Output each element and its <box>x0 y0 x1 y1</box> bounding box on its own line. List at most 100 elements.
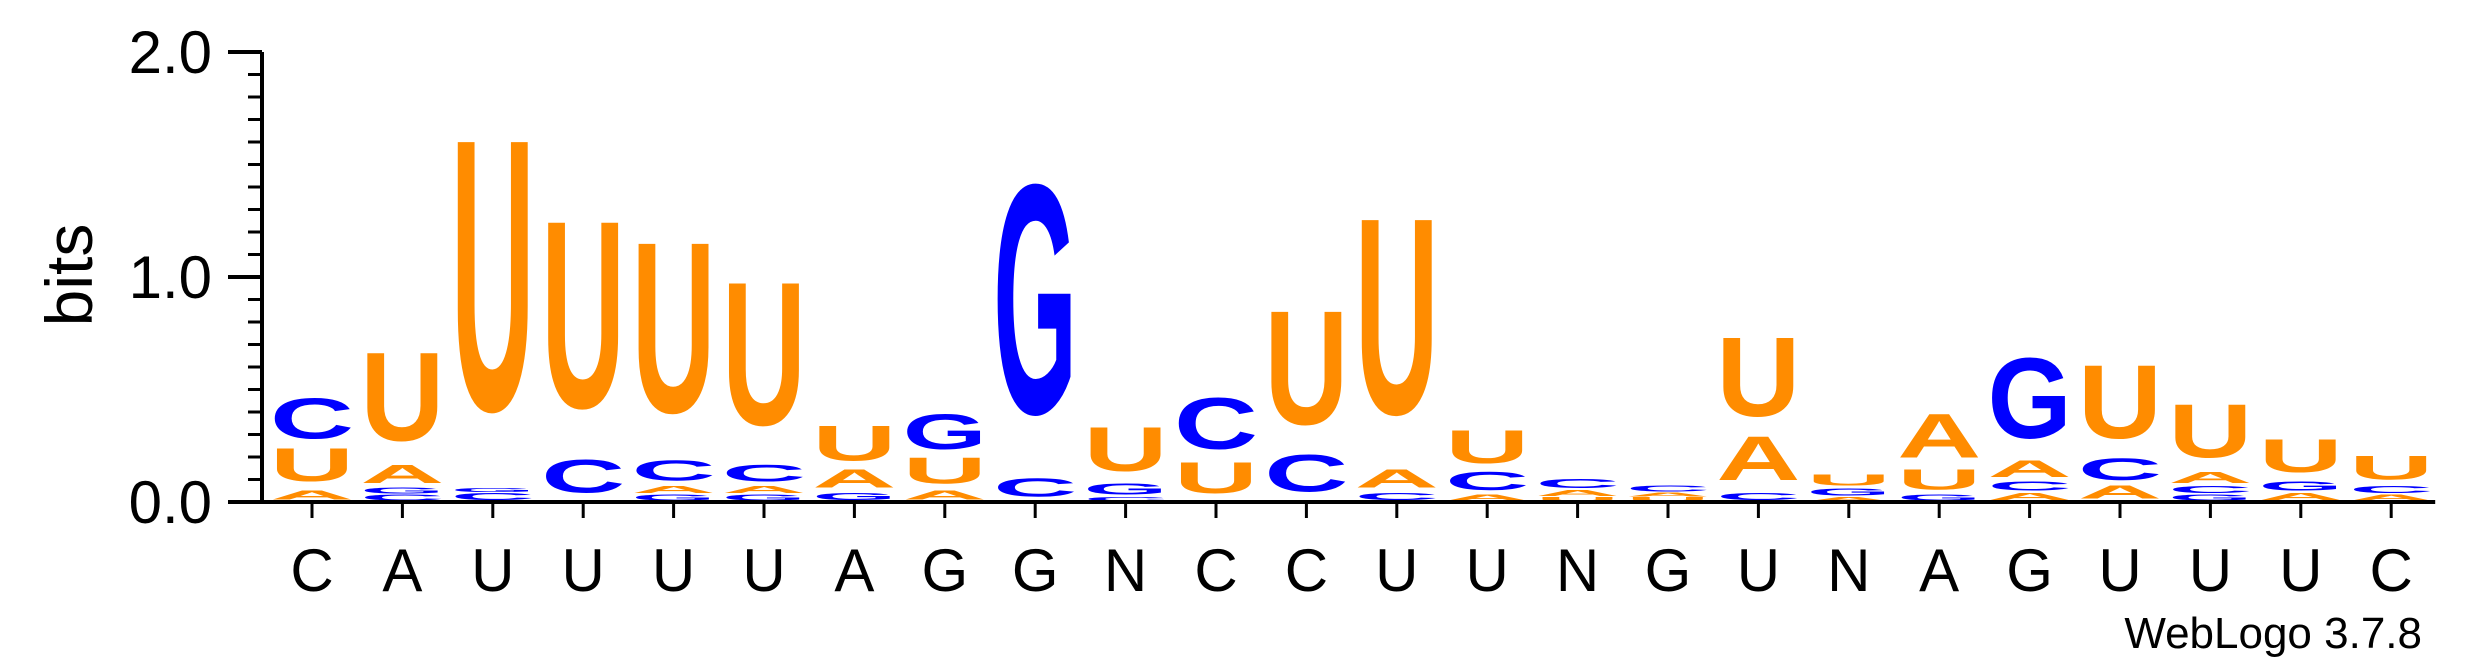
weblogo-credit: WebLogo 3.7.8 <box>2124 609 2422 658</box>
x-tick-label: U <box>2098 537 2141 604</box>
x-tick-label: C <box>2370 537 2413 604</box>
logo-letter-U-pos-24: U <box>2349 449 2433 487</box>
logo-letter-U-pos-6: U <box>722 240 806 469</box>
logo-letter-C-pos-12: C <box>1264 444 1348 503</box>
x-tick-label: N <box>1104 537 1147 604</box>
logo-letter-C-pos-20: C <box>1988 478 2072 493</box>
logo-letter-U-pos-8: U <box>903 450 987 491</box>
logo-letter-U-pos-14: U <box>1445 421 1529 474</box>
logo-letter-U-pos-15: U <box>1536 496 1620 502</box>
x-tick-label: U <box>562 537 605 604</box>
logo-letter-A-pos-20: A <box>1988 456 2072 482</box>
logo-letter-U-pos-10: U <box>1084 414 1168 485</box>
x-tick-label: G <box>1645 537 1692 604</box>
logo-letter-A-pos-22: A <box>2168 469 2252 487</box>
x-tick-label: G <box>1012 537 1059 604</box>
logo-letter-U-pos-2: U <box>360 326 444 467</box>
logo-letter-G-pos-6: G <box>722 493 806 502</box>
logo-letter-G-pos-5: G <box>632 493 716 502</box>
logo-letter-U-pos-22: U <box>2168 388 2252 473</box>
logo-letter-G-pos-19: G <box>1897 493 1981 502</box>
logo-letter-A-pos-18: A <box>1807 496 1891 502</box>
logo-letter-C-pos-21: C <box>2078 452 2162 487</box>
y-tick-label: 0.0 <box>129 469 212 536</box>
logo-letter-U-pos-18: U <box>1807 471 1891 489</box>
logo-letter-C-pos-10: C <box>1084 496 1168 502</box>
logo-letter-G-pos-9: G <box>993 116 1077 483</box>
logo-letter-A-pos-17: A <box>1716 423 1800 494</box>
logo-letter-G-pos-20: G <box>1988 334 2072 463</box>
logo-letter-A-pos-15: A <box>1536 489 1620 498</box>
logo-letter-C-pos-9: C <box>993 473 1077 502</box>
logo-letter-C-pos-16: C <box>1626 484 1710 493</box>
logo-letter-U-pos-1: U <box>270 439 354 492</box>
x-tick-label: U <box>652 537 695 604</box>
logo-letter-U-pos-7: U <box>812 415 896 471</box>
logo-letter-C-pos-2: C <box>360 493 444 502</box>
logo-letter-C-pos-3: C <box>451 490 535 502</box>
logo-letter-U-pos-3: U <box>451 57 535 492</box>
logo-letter-A-pos-14: A <box>1445 493 1529 502</box>
logo-letter-U-pos-16: U <box>1626 496 1710 502</box>
x-tick-label: U <box>1737 537 1780 604</box>
logo-letter-C-pos-13: C <box>1355 490 1439 502</box>
logo-letter-C-pos-22: C <box>2168 484 2252 496</box>
y-axis-label: bits <box>32 224 106 327</box>
x-tick-label: U <box>1375 537 1418 604</box>
logo-letter-C-pos-1: C <box>270 387 354 451</box>
logo-letter-A-pos-2: A <box>360 459 444 488</box>
x-tick-label: N <box>1827 537 1870 604</box>
x-tick-label: U <box>471 537 514 604</box>
x-tick-label: A <box>382 537 422 604</box>
logo-letter-C-pos-6: C <box>722 460 806 486</box>
x-tick-label: G <box>921 537 968 604</box>
logo-letter-A-pos-6: A <box>722 484 806 496</box>
logo-letter-U-pos-21: U <box>2078 344 2162 461</box>
x-tick-label: U <box>1466 537 1509 604</box>
logo-letter-C-pos-14: C <box>1445 466 1529 495</box>
logo-letter-A-pos-8: A <box>903 487 987 502</box>
logo-letter-A-pos-24: A <box>2349 493 2433 502</box>
logo-letter-C-pos-4: C <box>541 450 625 503</box>
logo-letter-U-pos-13: U <box>1355 159 1439 474</box>
logo-letter-C-pos-15: C <box>1536 476 1620 491</box>
logo-letter-C-pos-11: C <box>1174 382 1258 464</box>
x-tick-label: C <box>1194 537 1237 604</box>
logo-letter-G-pos-18: G <box>1807 486 1891 498</box>
x-tick-label: N <box>1556 537 1599 604</box>
logo-letter-A-pos-5: A <box>632 484 716 496</box>
logo-letter-G-pos-22: G <box>2168 493 2252 502</box>
y-tick-label: 2.0 <box>129 19 212 86</box>
x-tick-label: A <box>834 537 874 604</box>
x-tick-label: G <box>2006 537 2053 604</box>
logo-letter-A-pos-13: A <box>1355 464 1439 493</box>
x-tick-label: C <box>1285 537 1328 604</box>
logo-letter-U-pos-5: U <box>632 191 716 464</box>
logo-letter-A-pos-16: A <box>1626 492 1710 498</box>
logo-letter-U-pos-12: U <box>1264 277 1348 459</box>
logo-letter-G-pos-10: G <box>1084 480 1168 498</box>
x-tick-label: A <box>1919 537 1959 604</box>
x-tick-label: U <box>2279 537 2322 604</box>
logo-letter-A-pos-23: A <box>2259 490 2343 502</box>
logo-letter-C-pos-24: C <box>2349 484 2433 496</box>
logo-letter-C-pos-5: C <box>632 454 716 486</box>
logo-letter-A-pos-1: A <box>270 487 354 502</box>
logo-letter-A-pos-7: A <box>812 464 896 493</box>
x-tick-label: C <box>290 537 333 604</box>
logo-letter-U-pos-4: U <box>541 164 625 464</box>
logo-letter-G-pos-2: G <box>360 487 444 496</box>
logo-letter-A-pos-19: A <box>1897 400 1981 471</box>
logo-letter-C-pos-17: C <box>1716 490 1800 502</box>
axes: 0.01.02.0C A U U U U A G G N C C U U N G U N A G U U U C <box>129 19 2436 604</box>
logo-letter-G-pos-8: G <box>903 404 987 460</box>
y-tick-label: 1.0 <box>129 244 212 311</box>
logo-letter-U-pos-11: U <box>1174 452 1258 502</box>
logo-letter-G-pos-7: G <box>812 491 896 503</box>
logo-letter-U-pos-17: U <box>1716 315 1800 441</box>
logo-letter-G-pos-23: G <box>2259 479 2343 494</box>
logo-letter-A-pos-20: A <box>1988 490 2072 502</box>
logo-letter-G-pos-3: G <box>451 487 535 493</box>
